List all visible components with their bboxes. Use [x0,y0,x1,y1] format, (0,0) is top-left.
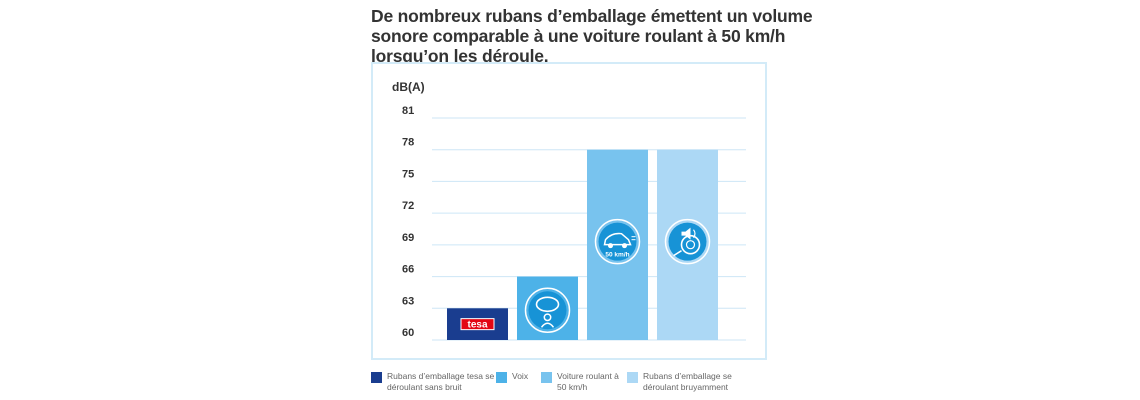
chart-title-line: De nombreux rubans d’emballage émettent … [371,6,813,26]
y-tick-label: 63 [402,295,414,307]
legend-swatch [371,372,382,383]
y-tick-label: 78 [402,137,414,149]
icon-ring [664,218,711,265]
car-icon: 50 km/h [594,218,641,265]
legend-label-line: Rubans d’emballage se [643,371,732,381]
legend-label-line: Voiture roulant à [557,371,619,381]
person-head [543,313,552,322]
speaker-shape [681,227,691,240]
legend-label: Rubans d’emballage tesa se déroulant san… [387,371,497,393]
tape-noise-icon [664,218,711,265]
person-body [540,322,555,328]
legend: Rubans d’emballage tesa se déroulant san… [371,371,791,398]
car-wheel [608,243,613,249]
y-tick-label: 60 [402,327,414,339]
legend-label-line: 50 km/h [557,382,588,392]
legend-label: Rubans d’emballage se déroulant bruyamme… [643,371,753,393]
y-tick-label: 81 [402,105,414,117]
legend-swatch [541,372,552,383]
legend-label: Voix [512,371,622,382]
car-body [603,232,632,246]
legend-label-line: déroulant sans bruit [387,382,462,392]
bar-chart: 81 78 75 72 69 66 63 60 tesa 50 km/h dB(A) [392,80,746,341]
y-tick-label: 66 [402,264,414,276]
chart-title-line: lorsqu’on les déroule. [371,46,549,66]
icon-layer: tesa 50 km/h [460,218,711,334]
legend-label-line: Rubans d’emballage tesa se [387,371,495,381]
icon-ring [524,287,571,334]
legend-label-line: déroulant bruyamment [643,382,729,392]
tesa-logo-text: tesa [467,320,487,331]
legend-swatch [496,372,507,383]
chart-title: De nombreux rubans d’emballage émettent … [371,6,813,66]
speech-bubble [535,296,560,313]
legend-label: Voiture roulant à 50 km/h [557,371,667,393]
speech-person-icon [524,287,571,334]
legend-label-line: Voix [512,371,529,381]
tape-strip [673,250,682,257]
y-tick-label: 75 [402,168,414,180]
tesa-logo-red-field [461,319,494,330]
legend-swatch [627,372,638,383]
icon-ring [594,218,641,265]
y-axis-label: dB(A) [392,80,425,94]
tape-roll-inner [685,240,696,250]
y-tick-label: 69 [402,232,414,244]
tesa-logo-icon: tesa [460,318,495,331]
icon-disc [598,222,637,261]
car-speed-label: 50 km/h [605,252,629,259]
chart-title-line: sonore comparable à une voiture roulant … [371,26,786,46]
y-tick-label: 72 [402,200,414,212]
car-wheel [622,243,627,249]
sound-wave [693,229,696,239]
